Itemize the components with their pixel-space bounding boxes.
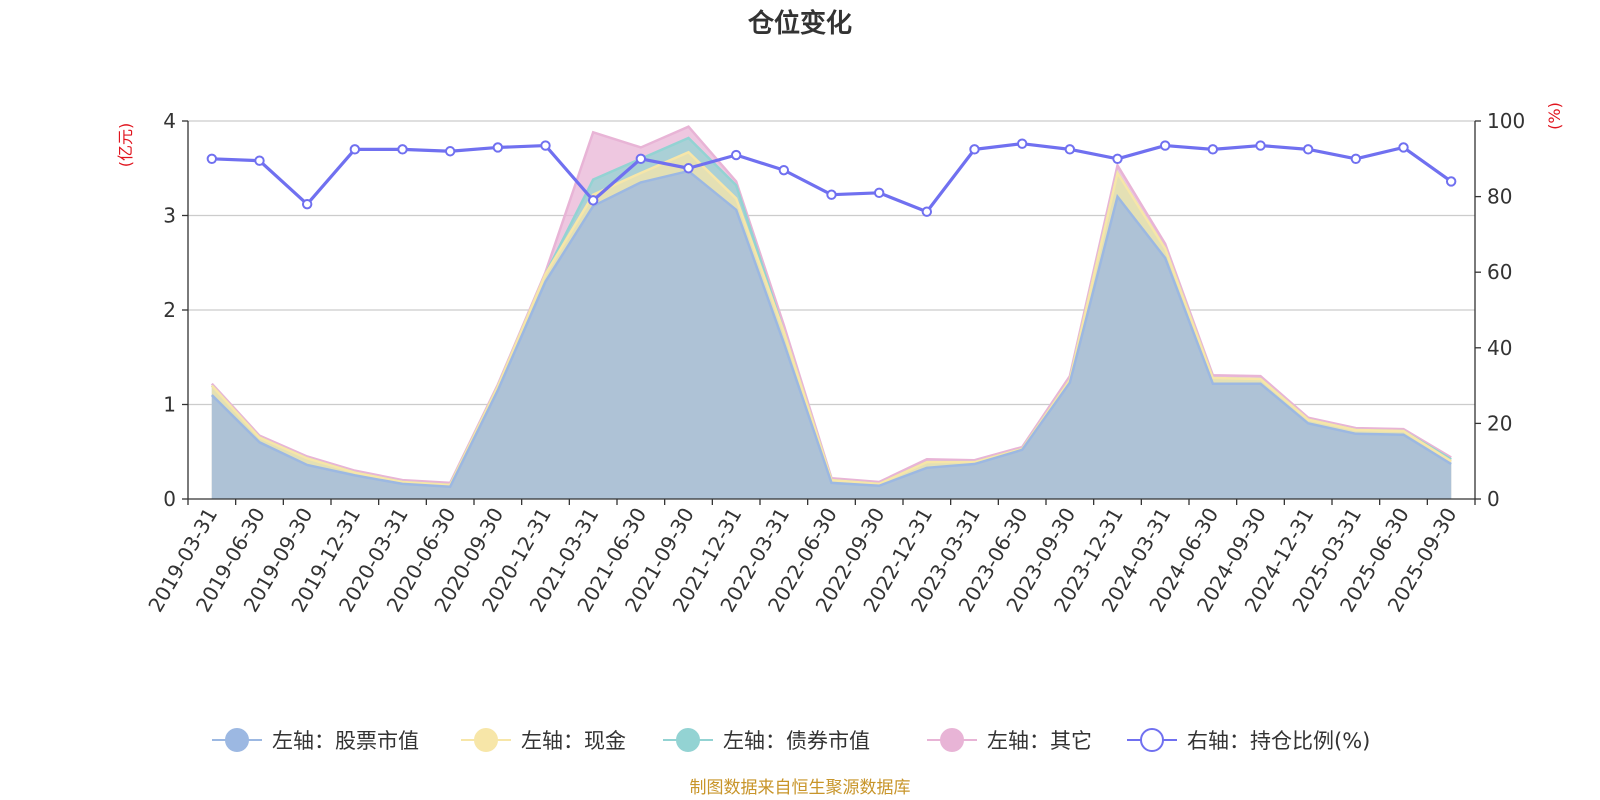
left-axis-unit: (亿元) [116, 123, 135, 168]
ratio-point [1302, 144, 1314, 155]
ratio-point [1016, 138, 1028, 149]
ratio-point [1064, 144, 1076, 155]
ratio-point [873, 187, 885, 199]
ratio-point [778, 164, 790, 176]
legend-swatch-marker [940, 728, 964, 752]
axes: 012340204060801002019-03-312019-06-30201… [143, 109, 1525, 616]
left-axis-tick-label: 0 [163, 487, 176, 511]
grid-lines [188, 120, 1475, 406]
legend-label: 右轴：持仓比例(%) [1187, 729, 1370, 753]
ratio-point [826, 189, 837, 200]
ratio-point [397, 144, 408, 155]
left-axis-tick-label: 2 [163, 298, 176, 322]
chart-title: 仓位变化 [747, 8, 852, 39]
ratio-point [492, 142, 504, 153]
legend-label: 左轴：其它 [987, 729, 1092, 753]
ratio-point [1398, 142, 1409, 153]
legend-label: 左轴：股票市值 [272, 729, 419, 753]
left-axis-tick-label: 1 [163, 393, 176, 417]
data-source-note: 制图数据来自恒生聚源数据库 [690, 778, 911, 798]
ratio-point [1159, 140, 1171, 151]
legend-swatch-marker [1140, 728, 1164, 752]
legend-swatch-marker [225, 728, 249, 752]
position-ratio-line [206, 138, 1457, 217]
ratio-point [1207, 144, 1219, 155]
right-axis-tick-label: 80 [1487, 185, 1512, 209]
area-edge-0 [210, 169, 1452, 489]
ratio-point [206, 153, 218, 165]
right-axis-tick-label: 60 [1487, 260, 1512, 284]
ratio-point [730, 149, 742, 161]
ratio-point [683, 163, 694, 174]
ratio-point [301, 198, 313, 210]
legend-label: 左轴：现金 [521, 729, 626, 753]
ratio-line-path [211, 142, 1453, 214]
area-0 [211, 171, 1452, 499]
stacked-area-series [210, 125, 1452, 500]
legend-item-3[interactable]: 左轴：其它 [927, 728, 1092, 753]
legend-item-1[interactable]: 左轴：现金 [461, 728, 626, 753]
ratio-point [635, 153, 647, 165]
ratio-point [969, 144, 980, 155]
legend-item-4[interactable]: 右轴：持仓比例(%) [1127, 728, 1370, 753]
right-axis-tick-label: 40 [1487, 336, 1512, 360]
ratio-point [349, 144, 361, 155]
ratio-point [1350, 153, 1362, 165]
legend-label: 左轴：债券市值 [723, 729, 870, 753]
ratio-point [587, 195, 599, 206]
right-axis-unit: (%) [1545, 102, 1564, 130]
ratio-point [540, 140, 551, 151]
ratio-point [444, 146, 456, 157]
right-axis-tick-label: 20 [1487, 411, 1512, 435]
left-axis-tick-label: 4 [163, 109, 176, 133]
right-axis-tick-label: 0 [1487, 487, 1500, 511]
legend-swatch-marker [676, 728, 700, 752]
legend-swatch-marker [474, 728, 498, 752]
legend-item-0[interactable]: 左轴：股票市值 [212, 728, 419, 753]
left-axis-tick-label: 3 [163, 204, 176, 228]
right-axis-tick-label: 100 [1487, 109, 1525, 133]
chart-legend: 左轴：股票市值 左轴：现金 左轴：债券市值 左轴：其它 右轴：持仓比例(%) [212, 728, 1370, 753]
ratio-point [1112, 153, 1123, 165]
ratio-point [254, 155, 265, 166]
legend-item-2[interactable]: 左轴：债券市值 [663, 728, 870, 753]
ratio-point [921, 206, 933, 217]
ratio-point [1445, 176, 1457, 187]
ratio-point [1255, 140, 1266, 151]
